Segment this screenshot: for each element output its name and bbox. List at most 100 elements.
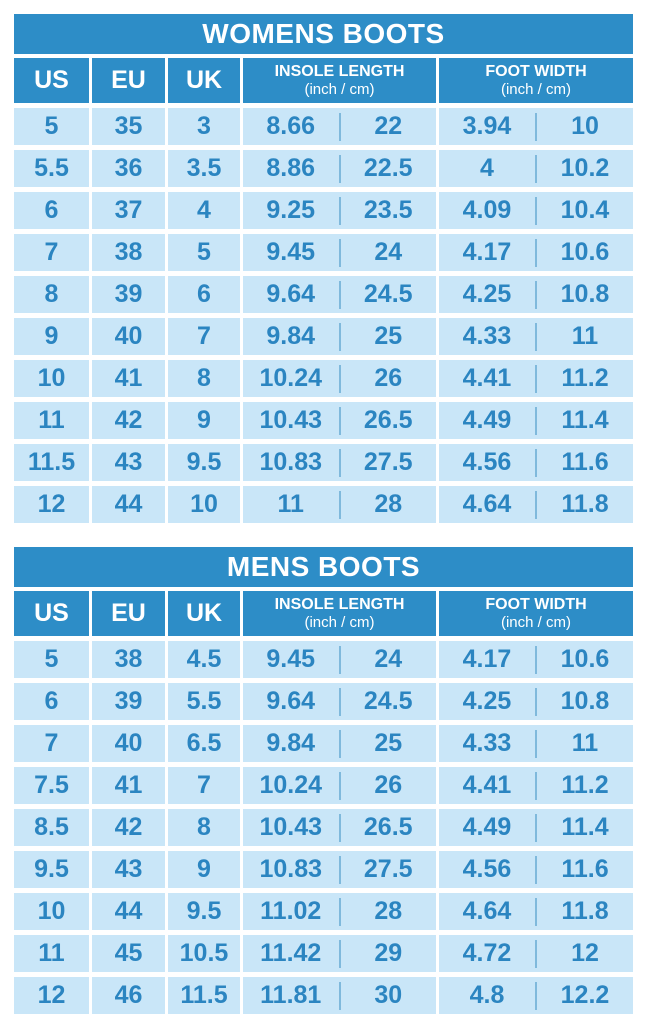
- cell-eu-size: 42: [92, 809, 165, 846]
- foot-cm-value: 12: [571, 939, 599, 967]
- cell-insole-length: 10.83 27.5: [243, 851, 436, 888]
- cell-insole-length: 10.83 27.5: [243, 444, 436, 481]
- cell-insole-length: 9.25 23.5: [243, 192, 436, 229]
- cell-uk-size: 8: [168, 360, 240, 397]
- cell-us-size: 10: [14, 893, 89, 930]
- foot-cm-value: 11.6: [561, 448, 609, 476]
- cell-uk-size: 7: [168, 318, 240, 355]
- foot-cm-value: 11.2: [561, 771, 609, 799]
- cell-uk-size: 7: [168, 767, 240, 804]
- foot-cm-value: 11.6: [561, 855, 609, 883]
- col-header-us: US: [14, 58, 89, 103]
- foot-cm-value: 11: [571, 322, 599, 350]
- foot-inch-value: 4.56: [462, 448, 512, 476]
- value-divider: [338, 981, 341, 1010]
- insole-inch-value: 11: [277, 490, 304, 518]
- cell-foot-width: 4 10.2: [439, 150, 633, 187]
- foot-inch-value: 4.8: [469, 981, 505, 1009]
- foot-cm-value: 11.8: [561, 897, 609, 925]
- cell-eu-size: 42: [92, 402, 165, 439]
- value-divider: [535, 112, 537, 141]
- insole-cm-value: 22: [374, 112, 403, 140]
- cell-us-size: 7: [14, 725, 89, 762]
- foot-units-label: (inch / cm): [500, 614, 571, 632]
- insole-cm-value: 26.5: [363, 813, 413, 841]
- insole-cm-value: 24: [374, 238, 403, 266]
- cell-eu-size: 41: [92, 767, 165, 804]
- foot-cm-value: 11.4: [561, 406, 609, 434]
- cell-us-size: 7.5: [14, 767, 89, 804]
- cell-uk-size: 5.5: [168, 683, 240, 720]
- cell-us-size: 7: [14, 234, 89, 271]
- value-divider: [535, 448, 537, 477]
- value-divider: [535, 406, 537, 435]
- value-divider: [535, 981, 537, 1010]
- cell-uk-size: 3: [168, 108, 240, 145]
- value-divider: [535, 645, 537, 674]
- insole-length-label: INSOLE LENGTH: [274, 595, 405, 613]
- insole-units-label: (inch / cm): [304, 614, 375, 632]
- foot-inch-value: 4.25: [462, 280, 512, 308]
- cell-eu-size: 40: [92, 725, 165, 762]
- cell-uk-size: 9.5: [168, 444, 240, 481]
- foot-inch-value: 4.64: [462, 490, 512, 518]
- insole-cm-value: 29: [374, 939, 403, 967]
- value-divider: [338, 897, 341, 926]
- value-divider: [338, 322, 341, 351]
- cell-foot-width: 4.09 10.4: [439, 192, 633, 229]
- value-divider: [338, 280, 341, 309]
- cell-eu-size: 36: [92, 150, 165, 187]
- cell-foot-width: 4.8 12.2: [439, 977, 633, 1014]
- cell-insole-length: 8.66 22: [243, 108, 436, 145]
- table-body-mens: 5 38 4.5 9.45 24 4.17 10.6 6 39 5.5 9.64 24.5 4.25 10…: [14, 641, 633, 1014]
- foot-inch-value: 4.17: [462, 645, 512, 673]
- col-header-foot-width: FOOT WIDTH (inch / cm): [439, 58, 633, 103]
- cell-us-size: 9: [14, 318, 89, 355]
- col-header-foot-width: FOOT WIDTH (inch / cm): [439, 591, 633, 636]
- foot-inch-value: 4.49: [462, 406, 512, 434]
- value-divider: [535, 813, 537, 842]
- foot-cm-value: 10.6: [560, 645, 610, 673]
- foot-inch-value: 4.64: [462, 897, 512, 925]
- cell-us-size: 8.5: [14, 809, 89, 846]
- cell-us-size: 6: [14, 192, 89, 229]
- insole-units-label: (inch / cm): [304, 81, 375, 99]
- insole-cm-value: 30: [374, 981, 403, 1009]
- cell-uk-size: 9: [168, 402, 240, 439]
- cell-insole-length: 9.45 24: [243, 234, 436, 271]
- cell-eu-size: 40: [92, 318, 165, 355]
- col-header-insole-length: INSOLE LENGTH (inch / cm): [243, 58, 436, 103]
- value-divider: [338, 645, 341, 674]
- value-divider: [535, 196, 537, 225]
- cell-insole-length: 8.86 22.5: [243, 150, 436, 187]
- cell-uk-size: 6.5: [168, 725, 240, 762]
- cell-eu-size: 39: [92, 276, 165, 313]
- foot-inch-value: 4.17: [462, 238, 512, 266]
- cell-foot-width: 4.17 10.6: [439, 641, 633, 678]
- col-header-uk: UK: [168, 58, 240, 103]
- cell-eu-size: 37: [92, 192, 165, 229]
- value-divider: [338, 490, 341, 519]
- foot-cm-value: 11.4: [561, 813, 609, 841]
- insole-inch-value: 9.45: [266, 645, 316, 673]
- foot-inch-value: 4.49: [462, 813, 512, 841]
- cell-eu-size: 46: [92, 977, 165, 1014]
- foot-inch-value: 4.33: [462, 729, 512, 757]
- value-divider: [535, 897, 537, 926]
- cell-uk-size: 9: [168, 851, 240, 888]
- cell-insole-length: 11.81 30: [243, 977, 436, 1014]
- insole-cm-value: 27.5: [363, 855, 413, 883]
- foot-units-label: (inch / cm): [500, 81, 571, 99]
- cell-uk-size: 8: [168, 809, 240, 846]
- cell-foot-width: 4.17 10.6: [439, 234, 633, 271]
- insole-cm-value: 23.5: [363, 196, 413, 224]
- insole-cm-value: 22.5: [363, 154, 413, 182]
- foot-cm-value: 11.8: [561, 490, 609, 518]
- insole-inch-value: 10.43: [259, 813, 323, 841]
- insole-cm-value: 28: [374, 490, 403, 518]
- foot-inch-value: 4.72: [462, 939, 512, 967]
- foot-inch-value: 3.94: [462, 112, 512, 140]
- cell-foot-width: 4.64 11.8: [439, 486, 633, 523]
- insole-cm-value: 27.5: [363, 448, 413, 476]
- insole-inch-value: 9.45: [266, 238, 316, 266]
